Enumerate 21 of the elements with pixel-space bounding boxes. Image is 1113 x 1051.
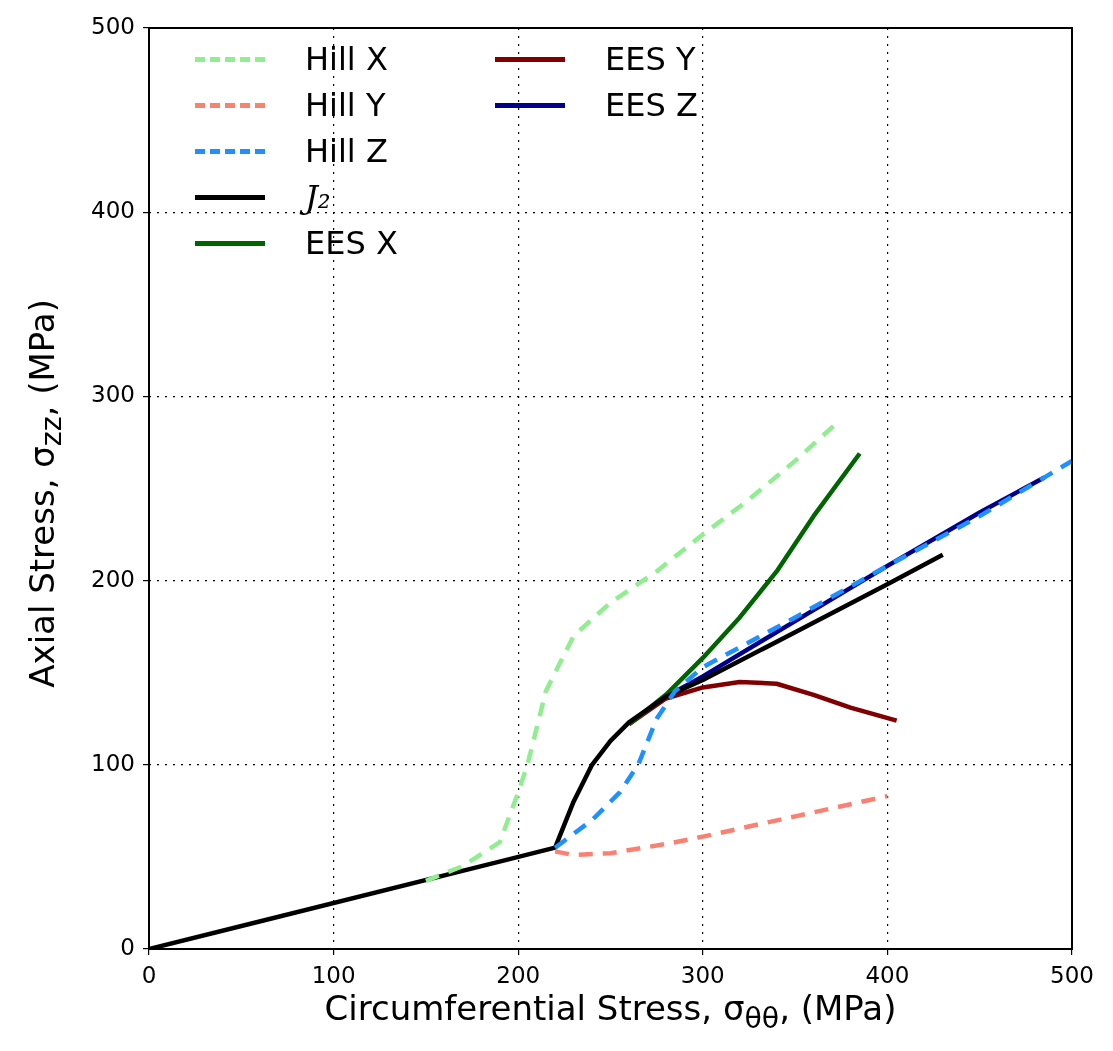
y-tick-label: 100 (91, 749, 135, 776)
legend-label: EES X (305, 224, 399, 262)
y-tick-label: 0 (120, 933, 135, 960)
x-tick-label: 0 (141, 961, 157, 988)
y-tick-label: 300 (91, 381, 135, 408)
x-axis-title: Circumferential Stress, σ$_{θθ}$, (MPa) (323, 988, 898, 1035)
y-tick-label: 400 (91, 197, 135, 224)
legend-label: Hill Z (305, 132, 389, 170)
y-tick-label: 500 (91, 12, 135, 39)
legend-label: Hill Y (305, 86, 387, 124)
legend-label: EES Z (605, 86, 699, 124)
line-series (552, 793, 890, 858)
legend-label: EES Y (605, 40, 697, 78)
x-tick-label: 300 (680, 961, 725, 988)
x-tick-label: 400 (865, 961, 910, 988)
x-tick-label: 100 (311, 961, 356, 988)
legend-label: Hill X (305, 40, 389, 78)
y-tick-label: 200 (91, 565, 135, 592)
line-series (552, 458, 1072, 850)
x-tick-label: 500 (1050, 961, 1094, 988)
x-tick-label: 200 (496, 961, 541, 988)
